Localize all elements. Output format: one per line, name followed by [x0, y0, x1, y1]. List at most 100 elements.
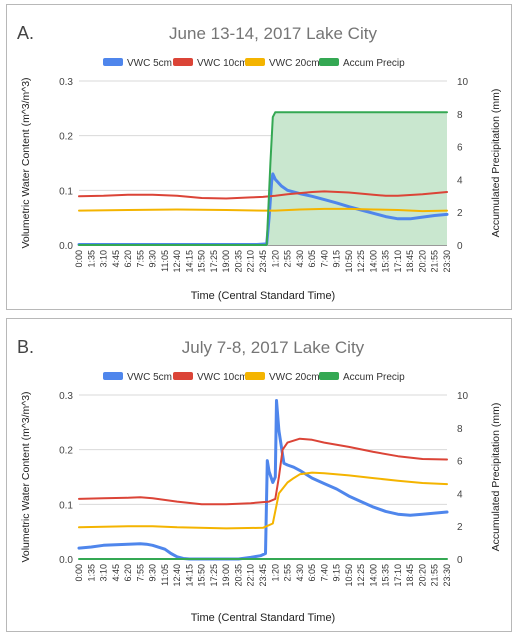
legend-swatch-1 — [173, 372, 193, 380]
y2-tick-label: 10 — [457, 77, 469, 88]
chart-panel-a: A. June 13-14, 2017 Lake City VWC 5cm VWC 1… — [6, 4, 512, 310]
y2-tick-label: 4 — [457, 489, 463, 500]
x-tick-label: 9:30 — [148, 250, 158, 268]
x-tick-label: 7:55 — [135, 564, 145, 582]
x-tick-label: 20:20 — [417, 250, 427, 273]
x-tick-label: 6:05 — [307, 250, 317, 268]
x-tick-label: 0:00 — [74, 250, 84, 268]
y2-tick-label: 10 — [457, 391, 469, 402]
series-line-0 — [77, 172, 449, 246]
x-tick-label: 20:35 — [233, 564, 243, 587]
x-tick-label: 15:35 — [381, 564, 391, 587]
legend-label-3: Accum Precip — [343, 372, 405, 383]
x-tick-label: 4:45 — [111, 564, 121, 582]
x-tick-label: 11:05 — [160, 250, 170, 272]
y2-tick-label: 0 — [457, 241, 463, 252]
legend-label-0: VWC 5cm — [127, 58, 172, 69]
y-axis-title: Volumetric Water Content (m^3/m^3) — [20, 391, 32, 562]
x-tick-label: 23:30 — [442, 564, 452, 587]
x-axis-title: Time (Central Standard Time) — [191, 612, 335, 624]
x-tick-label: 4:45 — [111, 250, 121, 268]
x-tick-label: 21:55 — [430, 250, 440, 273]
x-tick-label: 17:25 — [209, 564, 219, 587]
x-tick-label: 4:30 — [295, 250, 305, 268]
legend-label-0: VWC 5cm — [127, 372, 172, 383]
legend-swatch-1 — [173, 58, 193, 66]
x-tick-label: 1:20 — [270, 564, 280, 582]
legend-swatch-2 — [245, 372, 265, 380]
legend-swatch-0 — [103, 372, 123, 380]
x-tick-label: 14:15 — [184, 250, 194, 273]
x-tick-label: 14:00 — [368, 250, 378, 273]
chart-a: A. June 13-14, 2017 Lake City VWC 5cm VWC 1… — [17, 23, 502, 302]
x-tick-label: 0:00 — [74, 564, 84, 582]
legend-label-3: Accum Precip — [343, 58, 405, 69]
x-tick-label: 19:00 — [221, 564, 231, 587]
series-line-0 — [77, 399, 449, 561]
y-tick-label: 0.3 — [59, 77, 73, 88]
y2-tick-label: 6 — [457, 457, 463, 468]
x-tick-label: 7:55 — [135, 250, 145, 268]
x-tick-label: 14:00 — [368, 564, 378, 587]
x-tick-label: 7:40 — [319, 564, 329, 582]
y-tick-label: 0.1 — [59, 186, 73, 197]
y-tick-label: 0.0 — [59, 555, 73, 566]
x-tick-label: 1:35 — [86, 564, 96, 582]
legend-label-1: VWC 10cm — [197, 58, 248, 69]
x-tick-label: 12:25 — [356, 250, 366, 273]
x-tick-label: 1:20 — [270, 250, 280, 268]
x-tick-label: 2:55 — [283, 250, 293, 268]
y2-tick-label: 2 — [457, 522, 463, 533]
chart-panel-b: B. July 7-8, 2017 Lake City VWC 5cm VWC 10c… — [6, 318, 512, 632]
legend-swatch-0 — [103, 58, 123, 66]
x-tick-label: 1:35 — [86, 250, 96, 268]
x-tick-label: 22:10 — [246, 564, 256, 587]
y2-axis-title: Accumulated Precipitation (mm) — [490, 403, 502, 552]
x-tick-label: 20:20 — [417, 564, 427, 587]
x-tick-label: 20:35 — [233, 250, 243, 273]
x-tick-label: 3:10 — [99, 564, 109, 582]
x-tick-label: 6:20 — [123, 564, 133, 582]
y-tick-label: 0.1 — [59, 500, 73, 511]
y-tick-label: 0.3 — [59, 391, 73, 402]
y-tick-label: 0.2 — [59, 446, 73, 457]
x-tick-label: 6:20 — [123, 250, 133, 268]
x-tick-label: 15:50 — [197, 564, 207, 587]
y2-tick-label: 6 — [457, 143, 463, 154]
x-tick-label: 23:45 — [258, 250, 268, 273]
x-tick-label: 15:35 — [381, 250, 391, 273]
y2-tick-label: 8 — [457, 110, 463, 121]
series-line-1 — [78, 190, 448, 200]
series-line-2 — [78, 207, 448, 213]
legend-swatch-3 — [319, 372, 339, 380]
x-tick-label: 15:50 — [197, 250, 207, 273]
x-tick-label: 12:25 — [356, 564, 366, 587]
x-tick-label: 17:10 — [393, 250, 403, 273]
x-tick-label: 9:30 — [148, 564, 158, 582]
x-tick-label: 14:15 — [184, 564, 194, 587]
y2-tick-label: 8 — [457, 424, 463, 435]
x-tick-label: 10:50 — [344, 250, 354, 273]
x-tick-label: 22:10 — [246, 250, 256, 273]
legend-label-2: VWC 20cm — [269, 58, 320, 69]
x-tick-label: 4:30 — [295, 564, 305, 582]
series-line-3 — [78, 111, 448, 246]
legend-swatch-3 — [319, 58, 339, 66]
y2-tick-label: 0 — [457, 555, 463, 566]
x-tick-label: 11:05 — [160, 564, 170, 586]
y-axis-title: Volumetric Water Content (m^3/m^3) — [20, 77, 32, 248]
chart-title: July 7-8, 2017 Lake City — [182, 338, 365, 357]
x-tick-label: 9:15 — [332, 564, 342, 582]
series-line-2 — [78, 471, 448, 530]
x-tick-label: 7:40 — [319, 250, 329, 268]
x-tick-label: 19:00 — [221, 250, 231, 273]
y-tick-label: 0.2 — [59, 132, 73, 143]
y2-tick-label: 2 — [457, 208, 463, 219]
x-tick-label: 6:05 — [307, 564, 317, 582]
x-tick-label: 23:30 — [442, 250, 452, 273]
x-tick-label: 17:10 — [393, 564, 403, 587]
x-tick-label: 9:15 — [332, 250, 342, 268]
series-line-1 — [78, 437, 448, 506]
legend-swatch-2 — [245, 58, 265, 66]
y2-tick-label: 4 — [457, 175, 463, 186]
